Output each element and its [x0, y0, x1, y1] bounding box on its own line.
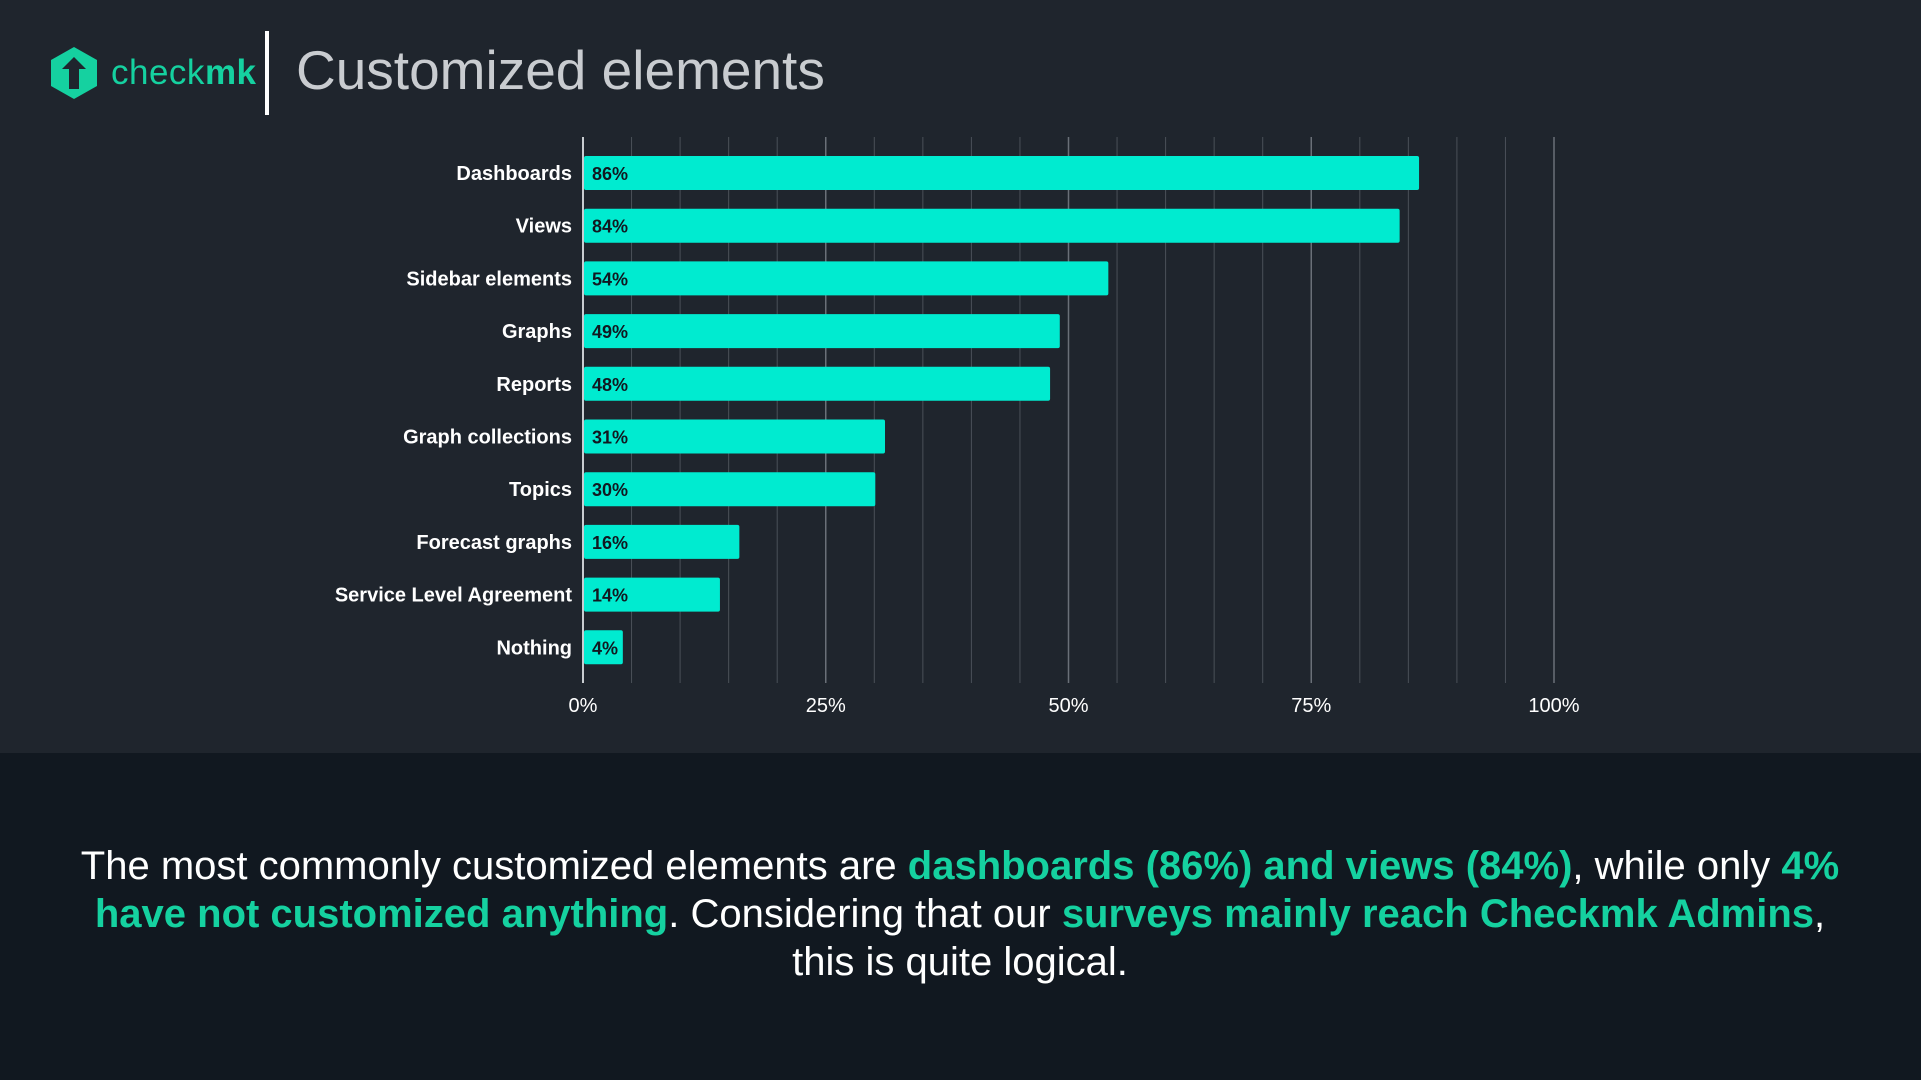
summary-highlight-2: 4% have not customized anything — [94, 844, 1840, 936]
logo-text-check: check — [111, 53, 205, 92]
bar — [584, 208, 1400, 243]
summary-text: The most commonly customized elements ar… — [60, 842, 1860, 986]
x-tick-label: 50% — [1048, 695, 1088, 717]
category-label: Topics — [509, 479, 572, 501]
x-tick-label: 25% — [806, 695, 846, 717]
value-label: 16% — [592, 533, 628, 553]
title-divider — [265, 31, 269, 115]
category-label: Sidebar elements — [406, 268, 572, 290]
value-label: 31% — [592, 428, 628, 448]
value-label: 48% — [592, 375, 628, 395]
value-label: 30% — [592, 480, 628, 500]
bar — [584, 524, 740, 559]
category-label: Graphs — [502, 321, 572, 343]
bar — [584, 314, 1060, 349]
checkmk-logo: check mk — [49, 44, 257, 102]
category-label: Graph collections — [403, 427, 572, 449]
bar — [584, 261, 1109, 296]
category-label: Reports — [496, 374, 572, 396]
bar — [584, 472, 876, 507]
x-tick-label: 75% — [1291, 695, 1331, 717]
value-label: 84% — [592, 217, 628, 237]
category-label: Service Level Agreement — [335, 585, 572, 607]
summary-text-2: , while only — [1572, 844, 1782, 888]
category-label: Views — [516, 216, 572, 238]
category-label: Dashboards — [456, 163, 572, 185]
value-label: 49% — [592, 322, 628, 342]
bar — [584, 577, 720, 612]
bar-chart: Dashboards 86% Views 84% Sidebar elements 54%… — [335, 137, 1580, 717]
bar — [584, 366, 1051, 401]
value-label: 4% — [592, 638, 618, 658]
summary-text-4: , this is quite logical. — [792, 892, 1826, 984]
category-label: Forecast graphs — [416, 532, 572, 554]
summary-text-3: . Considering that our — [668, 892, 1062, 936]
x-tick-label: 0% — [569, 695, 598, 717]
value-label: 86% — [592, 164, 628, 184]
category-label: Nothing — [496, 637, 572, 659]
x-tick-label: 100% — [1528, 695, 1579, 717]
summary-highlight-1: dashboards (86%) and views (84%) — [907, 844, 1573, 888]
checkmk-logo-icon — [51, 47, 97, 99]
bar — [584, 419, 886, 454]
bar — [584, 156, 1420, 190]
summary-text-1: The most commonly customized elements ar… — [80, 844, 908, 888]
value-label: 54% — [592, 269, 628, 289]
logo-text-mk: mk — [204, 53, 257, 92]
bar — [584, 630, 623, 665]
value-label: 14% — [592, 586, 628, 606]
page-title: Customized elements — [296, 39, 825, 101]
summary-highlight-3: surveys mainly reach Checkmk Admins — [1061, 892, 1815, 936]
logo-wordmark: check mk — [111, 53, 257, 93]
